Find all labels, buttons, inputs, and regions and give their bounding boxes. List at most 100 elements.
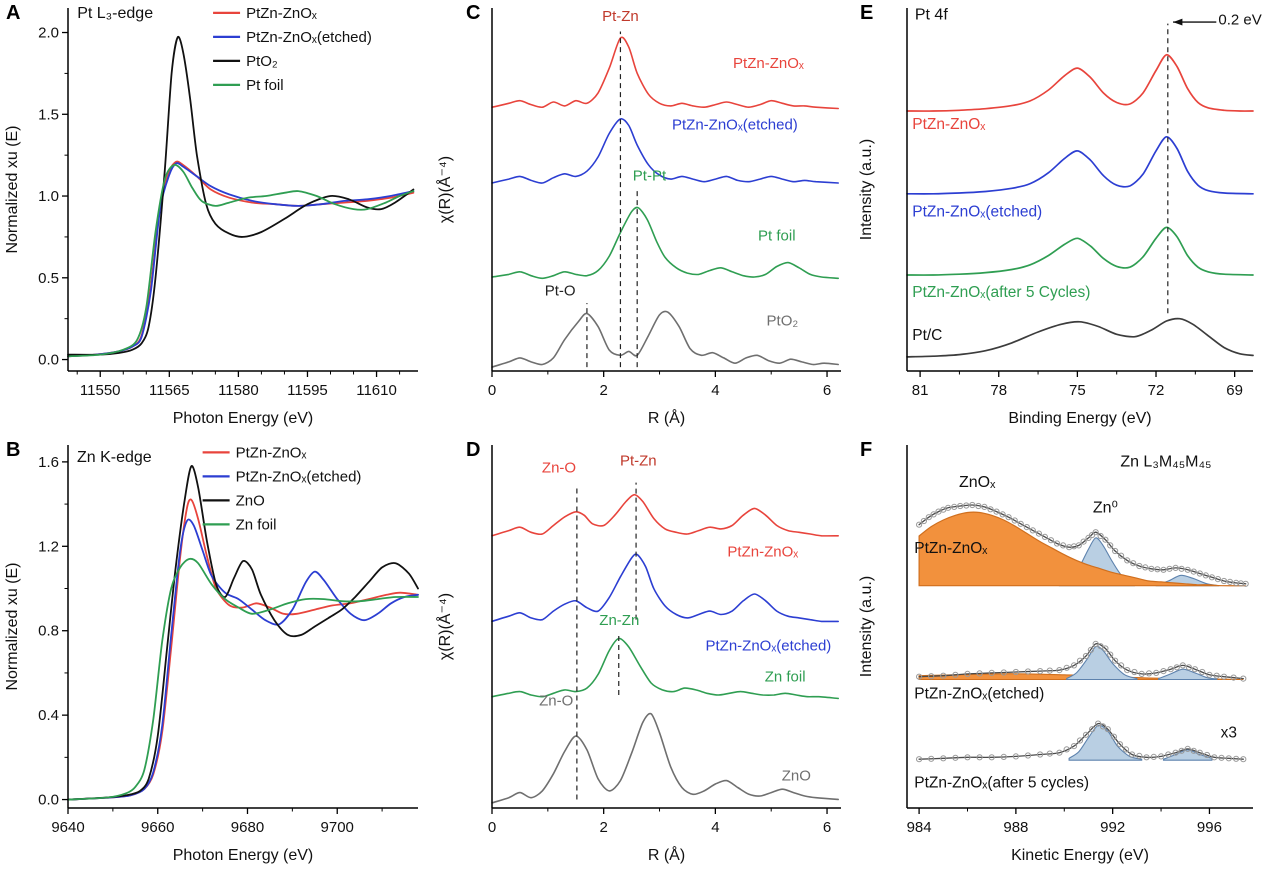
- annotation: Pt-Zn: [620, 453, 657, 470]
- scatter-point: [1107, 651, 1114, 658]
- panel-d: D 0 2 4 6 R (Å) χ(R)(Å⁻⁴) Zn-O Pt-Zn PtZn-ZnOₓ Pt…: [430, 437, 855, 874]
- scatter-point: [1240, 756, 1247, 763]
- scatter-point: [993, 508, 1000, 515]
- annotation: ZnO: [782, 768, 811, 785]
- panel-letter-c: C: [466, 2, 481, 24]
- x-tick-label: 11595: [287, 382, 328, 399]
- scatter-point: [1173, 664, 1180, 671]
- annotation: ZnOₓ: [959, 474, 996, 491]
- annotation: PtZn-ZnOₓ: [912, 116, 986, 133]
- annotation: Zn⁰: [1093, 500, 1118, 517]
- annotation: PtZn-ZnOₓ(after 5 Cycles): [912, 284, 1090, 301]
- curve-pto2: [491, 310, 839, 368]
- x-tick-label: 11550: [80, 382, 121, 399]
- annotation: PtZn-ZnOₓ: [914, 540, 988, 557]
- scatter-point: [1124, 667, 1131, 674]
- scatter-point: [1158, 753, 1165, 760]
- x-axis-label: Kinetic Energy (eV): [1011, 847, 1149, 864]
- curve-ptzn-znox-etched: [491, 118, 839, 184]
- scatter-point: [1087, 646, 1094, 653]
- scatter-point: [1076, 737, 1084, 744]
- scatter-point: [957, 502, 964, 510]
- scatter-point: [1097, 643, 1104, 650]
- scatter-point: [1095, 720, 1102, 727]
- x-tick-label: 984: [907, 819, 932, 836]
- scatter-point: [940, 672, 947, 679]
- scatter-point: [1199, 668, 1206, 676]
- scatter-point: [1213, 672, 1220, 679]
- curve-ptzn-znox: [491, 493, 839, 537]
- panel-letter-d: D: [466, 439, 481, 461]
- scatter-point: [1070, 743, 1078, 750]
- scatter-point: [1211, 754, 1218, 761]
- scatter-point: [1242, 580, 1249, 587]
- scatter-point: [1220, 577, 1228, 585]
- fill-mid-zn0-component-2: [1158, 668, 1218, 681]
- panel-letter-e: E: [860, 2, 874, 24]
- scatter-point: [1092, 640, 1099, 647]
- scatter-point: [1005, 514, 1012, 521]
- x-tick-label: 81: [912, 382, 929, 399]
- annotation: Pt-Pt: [633, 167, 667, 184]
- scatter-point: [987, 506, 994, 513]
- x-tick-label: 9660: [141, 819, 174, 836]
- annotation: Zn foil: [765, 668, 806, 685]
- scatter-point: [1138, 670, 1145, 677]
- scatter-point: [1063, 746, 1070, 753]
- scatter-point: [1092, 529, 1099, 536]
- scatter-point: [1196, 749, 1203, 756]
- scatter-point: [1000, 753, 1007, 760]
- panel-f: F 984 988 992 996 Kinetic Energy (eV) Intensi…: [855, 437, 1269, 874]
- scatter-point: [1099, 723, 1107, 730]
- scatter-point: [1148, 565, 1155, 572]
- annotation: Pt foil: [758, 227, 796, 244]
- x-tick-label: 992: [1100, 819, 1125, 836]
- y-axis-label: χ(R)(Å⁻⁴): [435, 156, 454, 223]
- y-tick-label: 0.4: [38, 707, 59, 724]
- scatter-point: [1082, 731, 1090, 738]
- scatter-point: [1240, 675, 1247, 682]
- scatter-point: [1233, 755, 1240, 762]
- x-tick-label: 4: [711, 819, 719, 836]
- annotation: 0.2 eV: [1218, 11, 1261, 28]
- scatter-point: [1185, 664, 1192, 671]
- curve-zno: [67, 465, 419, 801]
- scatter-point: [1104, 726, 1111, 733]
- curve-zn-foil: [491, 637, 839, 700]
- scatter-point: [1000, 669, 1007, 676]
- chart-pt-exafs: 0 2 4 6 R (Å) χ(R)(Å⁻⁴) Pt-Zn PtZn-ZnOₓ PtZn-ZnO…: [435, 8, 841, 427]
- curve-zno: [491, 712, 839, 804]
- x-axis-label: R (Å): [648, 845, 685, 864]
- curve-ptzn-znox-etched: [67, 162, 415, 358]
- scatter-point: [1184, 745, 1191, 752]
- scatter-point: [1160, 668, 1167, 675]
- y-tick-label: 1.6: [38, 454, 59, 471]
- scatter-point: [1097, 532, 1104, 540]
- scatter-point: [1208, 574, 1215, 581]
- annotation: PtZn-ZnOₓ(after 5 cycles): [914, 774, 1089, 791]
- legend-label: PtZn-ZnOₓ: [236, 444, 307, 461]
- x-tick-label: 69: [1226, 382, 1243, 399]
- scatter-point: [1056, 667, 1063, 674]
- scatter-point: [976, 754, 983, 761]
- scatter-point: [952, 754, 959, 761]
- scatter-point: [1012, 668, 1019, 676]
- scatter-point: [1053, 540, 1061, 547]
- y-tick-label: 1.0: [38, 188, 59, 205]
- x-tick-label: 78: [990, 382, 1007, 399]
- annotation: PtO₂: [767, 312, 799, 329]
- scatter-point: [1166, 565, 1173, 572]
- scatter-point: [1047, 537, 1055, 544]
- scatter-point: [916, 673, 923, 680]
- scatter-point: [964, 670, 971, 677]
- scatter-point: [1035, 530, 1042, 537]
- y-axis-label: Normalized xu (E): [4, 125, 21, 253]
- scatter-point: [1076, 657, 1084, 664]
- scatter-point: [1037, 668, 1044, 675]
- x-tick-label: 9700: [321, 819, 354, 836]
- legend-label: ZnO: [236, 492, 265, 509]
- annotation: PtZn-ZnOₓ(etched): [706, 637, 832, 654]
- scatter-point: [1130, 560, 1137, 567]
- scatter-point: [920, 517, 928, 525]
